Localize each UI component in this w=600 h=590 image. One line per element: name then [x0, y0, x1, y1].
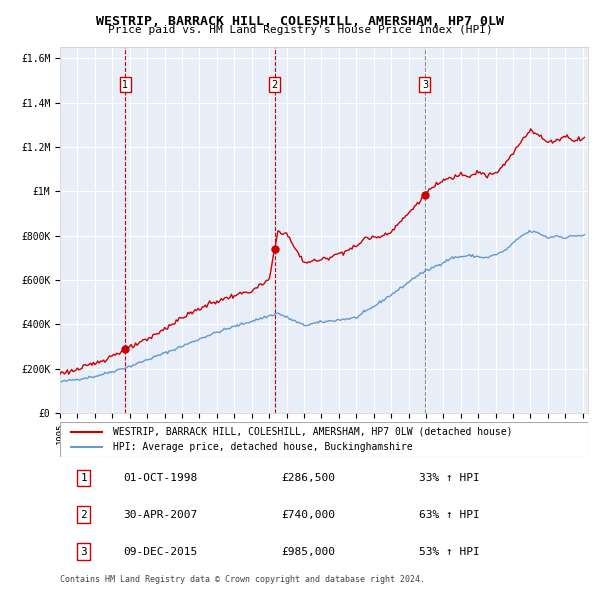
Text: WESTRIP, BARRACK HILL, COLESHILL, AMERSHAM, HP7 0LW: WESTRIP, BARRACK HILL, COLESHILL, AMERSH…: [96, 15, 504, 28]
Text: 1: 1: [122, 80, 128, 90]
Text: WESTRIP, BARRACK HILL, COLESHILL, AMERSHAM, HP7 0LW (detached house): WESTRIP, BARRACK HILL, COLESHILL, AMERSH…: [113, 427, 512, 437]
Text: 3: 3: [422, 80, 428, 90]
Text: 33% ↑ HPI: 33% ↑ HPI: [419, 473, 480, 483]
Text: Contains HM Land Registry data © Crown copyright and database right 2024.: Contains HM Land Registry data © Crown c…: [60, 575, 425, 584]
Text: 2: 2: [80, 510, 87, 520]
Text: £740,000: £740,000: [282, 510, 336, 520]
Text: 3: 3: [80, 546, 87, 556]
Text: 63% ↑ HPI: 63% ↑ HPI: [419, 510, 480, 520]
Text: 09-DEC-2015: 09-DEC-2015: [124, 546, 197, 556]
Text: 2: 2: [272, 80, 278, 90]
FancyBboxPatch shape: [60, 422, 588, 457]
Text: 01-OCT-1998: 01-OCT-1998: [124, 473, 197, 483]
Text: 1: 1: [80, 473, 87, 483]
Text: HPI: Average price, detached house, Buckinghamshire: HPI: Average price, detached house, Buck…: [113, 442, 412, 453]
Text: 53% ↑ HPI: 53% ↑ HPI: [419, 546, 480, 556]
Text: 30-APR-2007: 30-APR-2007: [124, 510, 197, 520]
Text: £985,000: £985,000: [282, 546, 336, 556]
Text: Price paid vs. HM Land Registry's House Price Index (HPI): Price paid vs. HM Land Registry's House …: [107, 25, 493, 35]
Text: £286,500: £286,500: [282, 473, 336, 483]
